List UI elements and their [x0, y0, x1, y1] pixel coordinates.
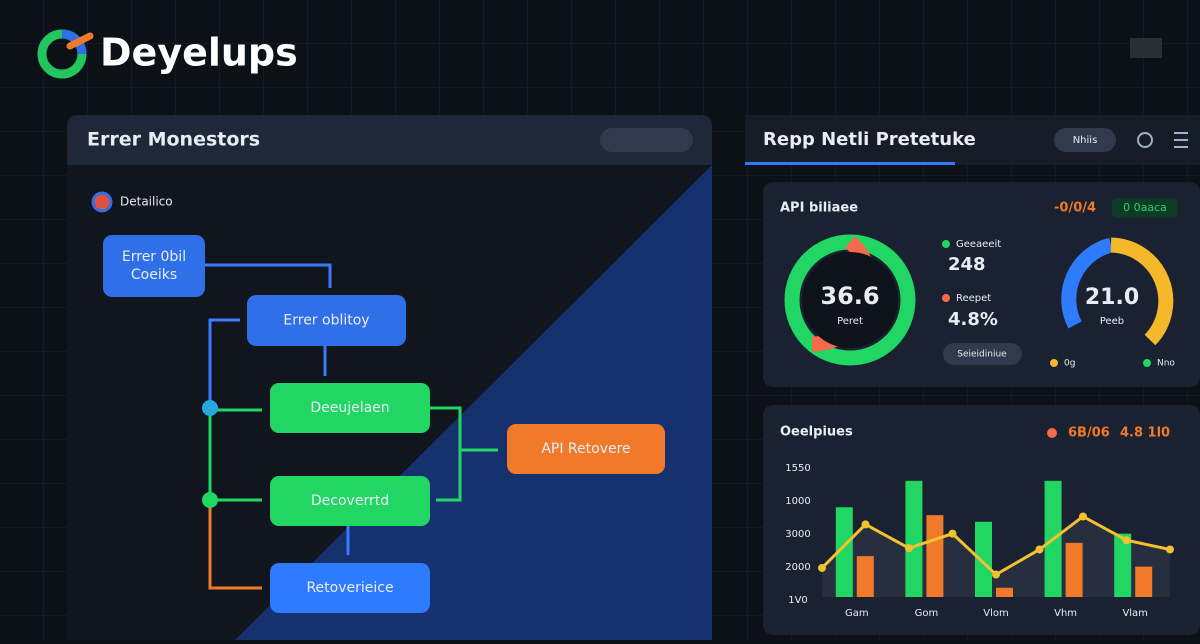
chart-title: Oeelpiues — [780, 425, 853, 440]
stat-dot — [1047, 428, 1057, 438]
toggle[interactable] — [600, 128, 693, 152]
stat: 6B/06 — [1068, 426, 1110, 441]
flow-node — [507, 424, 665, 474]
y-axis-label: 3000 — [785, 529, 810, 540]
alert: -0/0/4 — [1054, 201, 1096, 216]
gauge-value: 21.0 — [1085, 285, 1139, 310]
bar — [835, 507, 853, 597]
legend-dot — [1143, 359, 1151, 367]
connectors — [205, 263, 498, 590]
tag-icon — [91, 191, 113, 213]
legend-dot — [942, 294, 950, 302]
right-panel: Repp Netli Pretetuke Nhiis API biliaee -… — [745, 115, 1200, 635]
y-axis-label: 1000 — [785, 496, 810, 507]
bar — [1135, 566, 1153, 597]
panel-title: Errer Monestors — [87, 129, 260, 151]
panel-header — [67, 115, 712, 165]
bar — [996, 587, 1013, 597]
badge-label: 0 0aaca — [1123, 201, 1167, 214]
badge — [1112, 198, 1178, 218]
legend-value: 248 — [948, 254, 986, 275]
panel-title: Repp Netli Pretetuke — [763, 129, 976, 150]
bar — [856, 556, 874, 597]
bar — [905, 480, 923, 597]
window-icon — [1130, 38, 1162, 58]
node-label: Coeiks — [131, 267, 177, 283]
line-point — [905, 544, 913, 553]
line-point — [992, 570, 1000, 579]
logo — [37, 29, 94, 79]
icon[interactable] — [1137, 132, 1153, 148]
donut-value: 36.6 — [820, 282, 879, 310]
legend-name: Reepet — [956, 293, 991, 304]
junction — [202, 492, 218, 508]
bar — [1114, 533, 1132, 597]
tab-underline — [745, 162, 955, 165]
flow-node — [270, 476, 430, 526]
gauge-legend: Nno — [1157, 359, 1175, 369]
card-title: API biliaee — [780, 201, 858, 216]
flow-node — [270, 383, 430, 433]
donut-label: Peret — [837, 316, 863, 327]
node-label: Errer oblitoy — [283, 313, 369, 329]
line-point — [948, 529, 957, 538]
flow-node — [270, 563, 430, 613]
panel-header — [745, 115, 1200, 165]
node-label: Retoverieice — [306, 580, 393, 596]
action-button[interactable] — [943, 343, 1022, 365]
node-label: Decoverrtd — [311, 493, 389, 509]
line-point — [818, 563, 826, 572]
flow-node — [103, 235, 205, 297]
gauge-label: Peeb — [1100, 316, 1124, 327]
button[interactable] — [1054, 128, 1116, 152]
brand: Deyelups — [100, 31, 298, 75]
left-panel: Errer Monestors Detailico Errer 0bil Coei… — [67, 115, 712, 644]
y-axis-label: 1550 — [785, 463, 810, 474]
line-point — [1079, 512, 1087, 521]
donut-hole — [802, 252, 898, 348]
bar — [926, 515, 944, 597]
bar — [1065, 542, 1083, 597]
y-axis-label: 2000 — [785, 562, 810, 573]
y-axis-label: 1V0 — [788, 595, 808, 606]
gauge-arc — [1061, 237, 1114, 329]
legend-dot — [942, 240, 950, 248]
line-point — [861, 520, 870, 529]
line-point — [1166, 545, 1174, 554]
x-tick-label: Gom — [915, 608, 939, 619]
x-tick-label: Vlam — [1122, 608, 1148, 619]
node-label: Deeujelaen — [310, 400, 389, 416]
tag: Detailico — [120, 195, 173, 209]
gauge-arc — [1110, 237, 1174, 346]
stat: 4.8 1l0 — [1120, 426, 1170, 441]
node-label: Errer 0bil — [122, 249, 186, 265]
gauge-legend: 0g — [1064, 359, 1075, 369]
line-point — [1122, 536, 1131, 545]
x-tick-label: Vlom — [983, 608, 1008, 619]
x-tick-label: Gam — [845, 608, 869, 619]
legend-value: 4.8% — [948, 309, 998, 330]
menu-icon[interactable] — [1174, 132, 1188, 148]
flow-node — [247, 295, 406, 346]
junction — [202, 400, 218, 416]
button-label: Nhiis — [1073, 135, 1098, 146]
action-label: Seieidiniue — [957, 350, 1007, 360]
x-tick-label: Vhm — [1054, 608, 1077, 619]
line-point — [1035, 545, 1044, 554]
legend-dot — [1050, 359, 1058, 367]
node-label: API Retovere — [541, 441, 630, 457]
bar — [975, 521, 992, 597]
legend-name: Geeaeeit — [956, 239, 1001, 250]
